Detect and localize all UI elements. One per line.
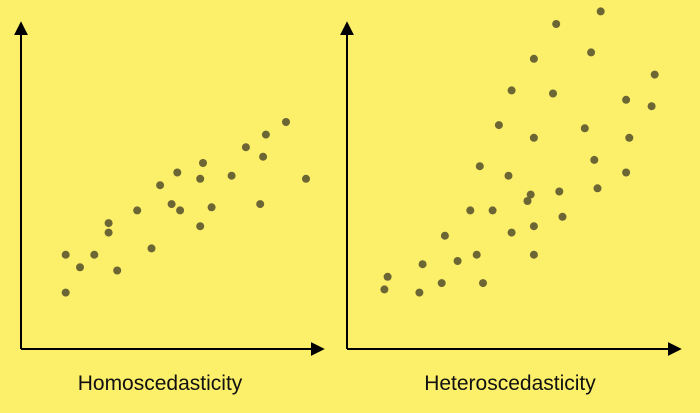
homoscedasticity-point-16 bbox=[196, 222, 205, 231]
homoscedasticity-point-20 bbox=[256, 200, 265, 209]
homoscedasticity-point-5 bbox=[104, 228, 113, 237]
homoscedasticity-point-8 bbox=[133, 206, 142, 215]
heteroscedasticity-point-16 bbox=[507, 86, 516, 95]
heteroscedasticity-point-8 bbox=[466, 206, 475, 215]
homoscedasticity-point-23 bbox=[282, 118, 290, 126]
homoscedasticity-point-12 bbox=[173, 168, 182, 177]
heteroscedasticity-point-12 bbox=[488, 206, 497, 215]
heteroscedasticity-point-9 bbox=[472, 250, 481, 259]
heteroscedasticity-point-3 bbox=[415, 288, 424, 297]
homoscedasticity-point-9 bbox=[147, 244, 156, 253]
homoscedasticity-point-14 bbox=[196, 174, 205, 183]
heteroscedasticity-points bbox=[380, 7, 659, 297]
heteroscedasticity-point-23 bbox=[549, 89, 557, 98]
homoscedasticity-point-22 bbox=[261, 130, 270, 139]
homoscedasticity-point-21 bbox=[259, 152, 268, 161]
heteroscedasticity-point-17 bbox=[523, 197, 532, 205]
heteroscedasticity-point-4 bbox=[418, 260, 427, 269]
homoscedasticity-point-11 bbox=[167, 200, 176, 209]
heteroscedasticity-point-32 bbox=[622, 168, 631, 177]
heteroscedasticity-panel bbox=[340, 7, 682, 356]
heteroscedasticity-point-27 bbox=[580, 124, 589, 133]
homoscedasticity-point-1 bbox=[61, 250, 70, 259]
homoscedasticity-title: Homoscedasticity bbox=[77, 372, 243, 395]
heteroscedasticity-point-2 bbox=[383, 272, 392, 281]
heteroscedasticity-point-33 bbox=[622, 95, 631, 104]
heteroscedasticity-point-1 bbox=[380, 285, 389, 294]
homoscedasticity-point-17 bbox=[207, 203, 216, 212]
heteroscedasticity-point-29 bbox=[590, 155, 599, 164]
heteroscedasticity-point-21 bbox=[529, 133, 538, 142]
homoscedasticity-point-13 bbox=[176, 206, 185, 215]
heteroscedasticity-point-11 bbox=[479, 279, 487, 288]
homoscedasticity-point-24 bbox=[302, 174, 310, 183]
heteroscedasticity-point-19 bbox=[529, 250, 538, 259]
heteroscedasticity-point-7 bbox=[453, 257, 462, 265]
homoscedasticity-points bbox=[61, 118, 310, 297]
homoscedasticity-point-18 bbox=[227, 171, 236, 180]
heteroscedasticity-point-10 bbox=[475, 162, 484, 171]
heteroscedasticity-point-35 bbox=[647, 102, 656, 111]
heteroscedasticity-title: Heteroscedasticity bbox=[424, 372, 596, 395]
heteroscedasticity-point-25 bbox=[555, 187, 564, 196]
homoscedasticity-point-6 bbox=[104, 219, 113, 228]
heteroscedasticity-point-6 bbox=[440, 231, 449, 240]
homoscedasticity-point-10 bbox=[156, 181, 165, 190]
heteroscedasticity-point-14 bbox=[504, 171, 513, 180]
heteroscedasticity-point-30 bbox=[593, 184, 602, 193]
heteroscedasticity-point-31 bbox=[596, 7, 605, 16]
heteroscedasticity-point-5 bbox=[437, 279, 446, 288]
heteroscedasticity-point-22 bbox=[529, 54, 538, 63]
heteroscedasticity-point-24 bbox=[552, 20, 561, 28]
heteroscedasticity-point-15 bbox=[507, 228, 516, 237]
homoscedasticity-point-15 bbox=[199, 159, 207, 167]
homoscedasticity-panel bbox=[14, 21, 325, 356]
heteroscedasticity-point-36 bbox=[650, 70, 659, 79]
heteroscedasticity-point-26 bbox=[558, 212, 567, 221]
homoscedasticity-point-3 bbox=[76, 263, 84, 272]
homoscedasticity-point-2 bbox=[61, 288, 70, 297]
homoscedasticity-point-7 bbox=[113, 266, 122, 275]
heteroscedasticity-point-20 bbox=[529, 222, 538, 231]
heteroscedasticity-point-18 bbox=[526, 190, 535, 199]
heteroscedasticity-point-13 bbox=[494, 121, 503, 130]
homoscedasticity-point-19 bbox=[241, 143, 250, 152]
heteroscedasticity-point-34 bbox=[625, 133, 634, 142]
homoscedasticity-point-4 bbox=[90, 250, 99, 259]
heteroscedasticity-point-28 bbox=[587, 48, 596, 57]
